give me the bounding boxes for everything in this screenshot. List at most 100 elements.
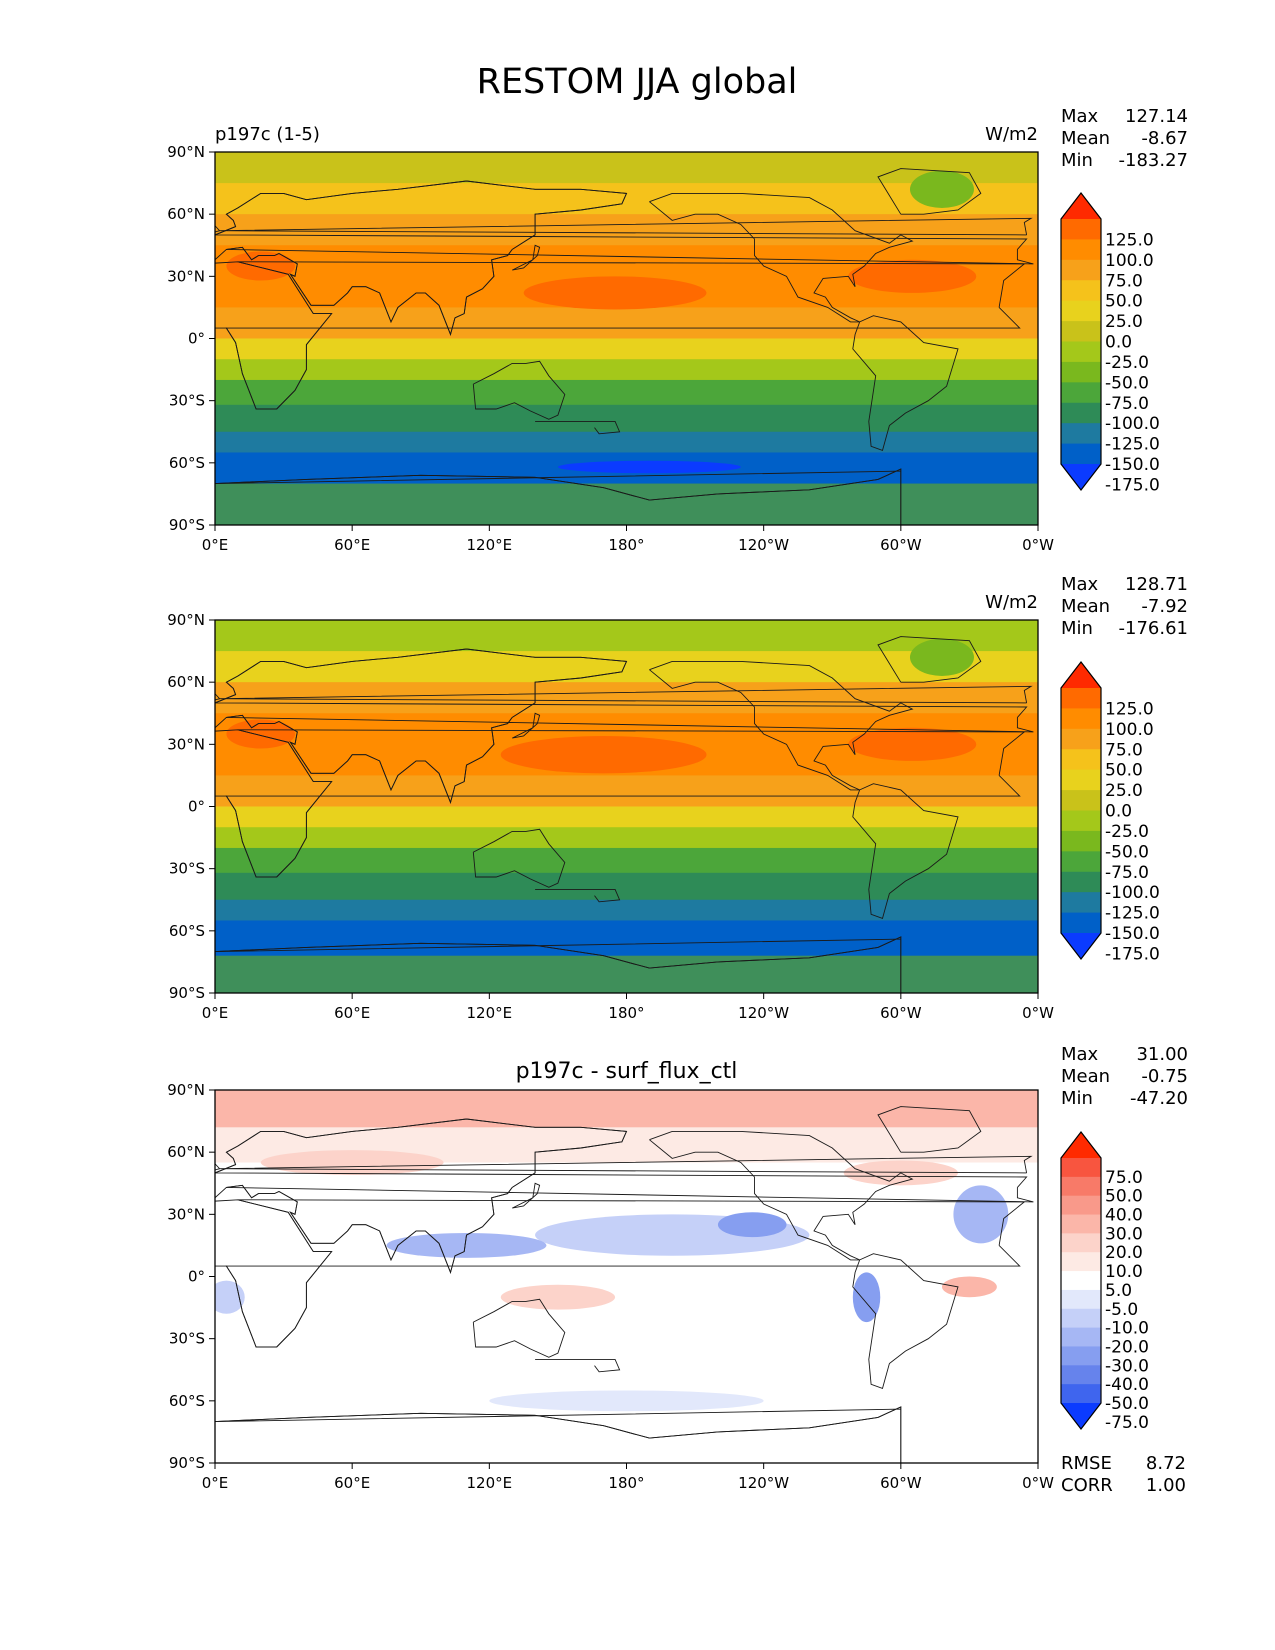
map-panel-1: 0°E 60°E 120°E 180° 120°W 60°W 0°W 90°N 60°N 30°N…	[167, 106, 1188, 554]
field-band-5	[215, 806, 1038, 828]
colorbar-tick-label: 0.0	[1105, 802, 1132, 822]
coastline-3	[852, 783, 959, 919]
stat-max-label: Max	[1061, 1044, 1099, 1065]
field-anomaly-0	[500, 736, 707, 774]
x-tick-label: 0°W	[1022, 1004, 1054, 1022]
field-band-8	[215, 872, 1038, 901]
colorbar-tick-label: -50.0	[1105, 842, 1149, 862]
colorbar-tick-label: -20.0	[1105, 1337, 1149, 1357]
field-band-0	[215, 152, 1038, 184]
coastline-2	[649, 1130, 914, 1261]
colorbar-tick-label: -150.0	[1105, 455, 1160, 475]
colorbar-tick-label: 50.0	[1105, 761, 1143, 781]
panel-left-title: p197c (1-5)	[215, 124, 320, 145]
colorbar-swatch	[1061, 1365, 1101, 1385]
colorbar-swatch	[1061, 1233, 1101, 1253]
y-tick-label: 90°N	[167, 611, 205, 629]
stat-mean-value: -7.92	[1141, 596, 1188, 617]
stat-max-value: 31.00	[1136, 1044, 1188, 1065]
colorbar-outline	[1060, 192, 1102, 491]
y-tick-label: 30°N	[167, 735, 205, 753]
coastline-8	[511, 244, 541, 271]
x-tick-label: 0°E	[202, 1004, 229, 1022]
colorbar-swatch	[1061, 1214, 1101, 1234]
colorbar: 75.050.040.030.020.010.05.0-5.0-10.0-20.…	[1060, 1131, 1149, 1433]
x-tick-label: 60°E	[334, 1004, 370, 1022]
coastline-4	[472, 360, 566, 420]
colorbar-swatch	[1061, 892, 1101, 914]
coastline-wrap-6	[215, 1406, 902, 1463]
field-anomaly-3	[909, 170, 974, 208]
colorbar-swatch	[1061, 443, 1101, 465]
colorbar-swatch	[1061, 1384, 1101, 1404]
map-panel-2: 0°E 60°E 120°E 180° 120°W 60°W 0°W 90°N 60°N 30°N…	[167, 574, 1188, 1022]
panel-units: W/m2	[985, 124, 1038, 145]
colorbar-swatch	[1061, 1327, 1101, 1347]
colorbar-swatch	[1061, 728, 1101, 750]
colorbar-swatch	[1061, 1158, 1101, 1178]
colorbar-swatch	[1061, 830, 1101, 852]
colorbar-bottom-cap	[1061, 464, 1101, 490]
colorbar-tick-label: 50.0	[1105, 292, 1143, 312]
y-tick-label: 90°S	[169, 1454, 205, 1472]
field-anomaly-6	[941, 1276, 997, 1298]
field-anomaly-3	[909, 638, 974, 676]
stat-rmse-label: RMSE	[1061, 1453, 1112, 1474]
y-tick-label: 0°	[188, 1268, 205, 1286]
stat-min-value: -183.27	[1119, 150, 1188, 171]
colorbar-swatch	[1061, 1346, 1101, 1366]
colorbar-swatch	[1061, 769, 1101, 791]
x-tick-label: 180°	[608, 1004, 644, 1022]
field-anomaly-2	[386, 1232, 547, 1258]
colorbar-swatch	[1061, 219, 1101, 240]
colorbar-swatch	[1061, 239, 1101, 261]
y-tick-label: 30°S	[169, 860, 205, 878]
colorbar-tick-label: -75.0	[1105, 1413, 1149, 1433]
x-tick-label: 0°W	[1022, 536, 1054, 554]
field-band-1	[215, 183, 1038, 215]
y-tick-label: 90°S	[169, 516, 205, 534]
coastline-4	[472, 1298, 566, 1358]
x-tick-label: 60°E	[334, 536, 370, 554]
colorbar-swatch	[1061, 259, 1101, 281]
colorbar-tick-label: -125.0	[1105, 904, 1160, 924]
field-band-6	[215, 359, 1038, 381]
colorbar-tick-label: -150.0	[1105, 924, 1160, 944]
field-band-11	[215, 955, 1038, 993]
colorbar-tick-label: 30.0	[1105, 1224, 1143, 1244]
colorbar-tick-label: -75.0	[1105, 863, 1149, 883]
colorbar-tick-label: -125.0	[1105, 435, 1160, 455]
colorbar-top-cap	[1061, 662, 1101, 688]
x-tick-label: 120°W	[738, 1474, 789, 1492]
colorbar-swatch	[1061, 300, 1101, 322]
field-band-2	[215, 214, 1038, 246]
colorbar-tick-label: -100.0	[1105, 883, 1160, 903]
colorbar-tick-label: -175.0	[1105, 475, 1160, 495]
colorbar-tick-label: -175.0	[1105, 944, 1160, 964]
field-band-0	[215, 1090, 1038, 1128]
colorbar-tick-label: -50.0	[1105, 373, 1149, 393]
coastline-8	[511, 1182, 541, 1209]
x-tick-label: 60°W	[880, 1004, 922, 1022]
coastline-2	[649, 660, 914, 791]
colorbar-swatch	[1061, 1252, 1101, 1272]
stat-max-value: 128.71	[1125, 574, 1188, 595]
coastline-5	[877, 1106, 982, 1153]
x-tick-label: 180°	[608, 1474, 644, 1492]
y-tick-label: 60°N	[167, 205, 205, 223]
field-band-2	[215, 1162, 1038, 1463]
coastline-7	[535, 420, 621, 435]
coastline-7	[535, 888, 621, 903]
figure-title: RESTOM JJA global	[477, 62, 798, 102]
y-tick-label: 60°N	[167, 1143, 205, 1161]
colorbar-tick-label: 75.0	[1105, 740, 1143, 760]
colorbar-tick-label: 125.0	[1105, 230, 1154, 250]
y-tick-label: 90°N	[167, 143, 205, 161]
y-tick-label: 30°N	[167, 1205, 205, 1223]
x-tick-label: 120°W	[738, 536, 789, 554]
x-tick-label: 120°W	[738, 1004, 789, 1022]
y-tick-label: 0°	[188, 798, 205, 816]
colorbar-swatch	[1061, 382, 1101, 404]
field-anomaly-5	[489, 1390, 764, 1412]
